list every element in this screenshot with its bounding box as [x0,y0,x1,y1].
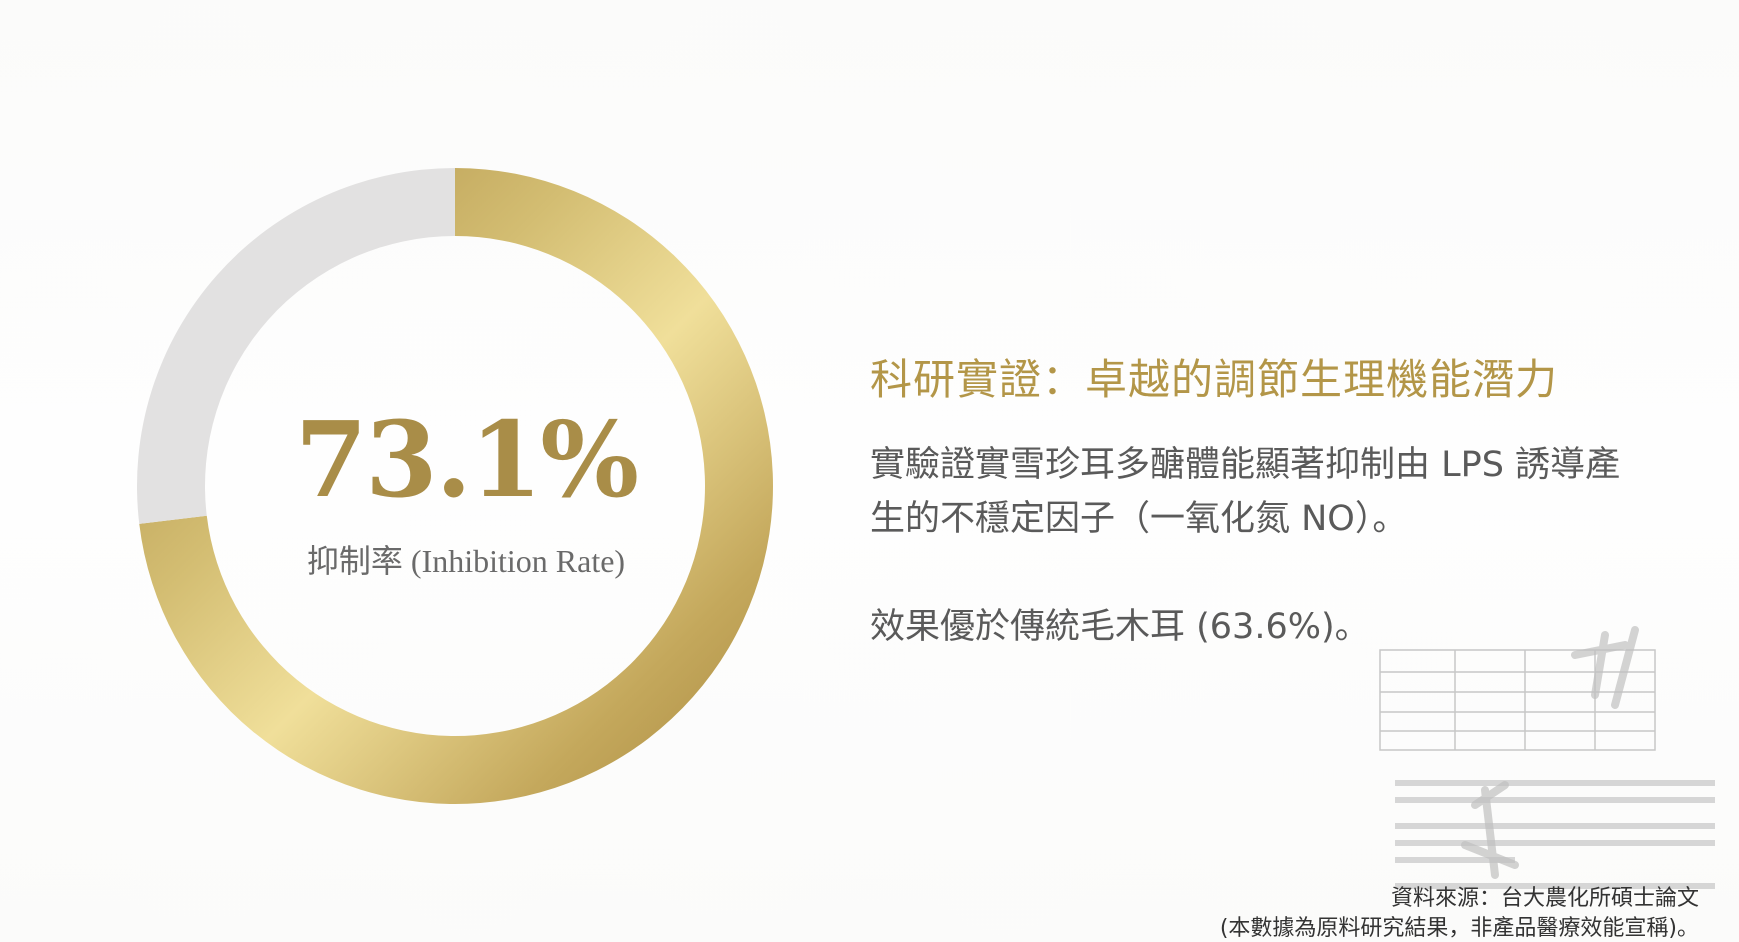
donut-slice-remainder [137,168,455,524]
thesis-scan-image [1379,626,1715,889]
disclaimer: (本數據為原料研究結果，非產品醫療效能宣稱)。 [1219,916,1699,941]
inhibition-rate-value: 73.1% [294,398,639,521]
inhibition-rate-label: 抑制率 (Inhibition Rate) [306,543,626,579]
section-title: 科研實證：卓越的調節生理機能潛力 [870,355,1559,404]
description-paragraph: 實驗證實雪珍耳多醣體能顯著抑制由 LPS 誘導產生的不穩定因子（一氧化氮 NO）… [870,445,1621,539]
description: 實驗證實雪珍耳多醣體能顯著抑制由 LPS 誘導產生的不穩定因子（一氧化氮 NO）… [870,438,1630,708]
comparison-paragraph: 效果優於傳統毛木耳 (63.6%)。 [870,607,1370,647]
data-source: 資料來源：台大農化所碩士論文 [1390,886,1699,911]
